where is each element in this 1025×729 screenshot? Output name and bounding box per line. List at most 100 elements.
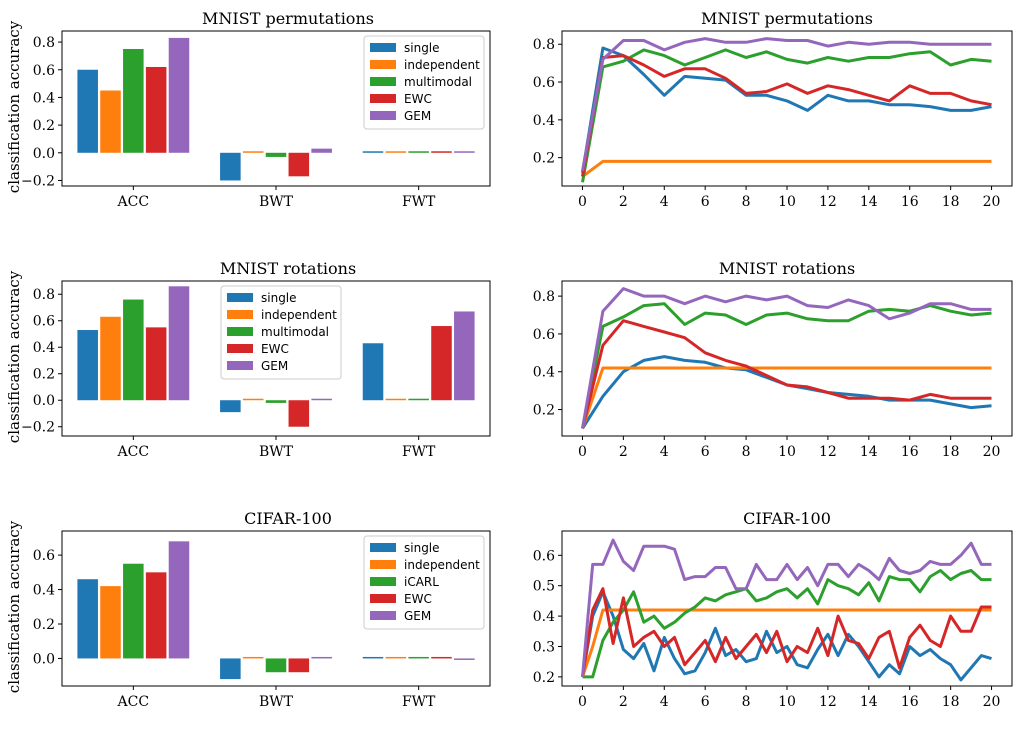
x-tick-label: ACC [117,694,150,710]
legend-label-single: single [404,41,440,55]
line-single [581,46,992,174]
x-tick-label: 4 [660,444,669,460]
line-ewc [581,54,992,177]
x-tick-label: 18 [942,194,960,210]
panel-mnist-rotations-bar: MNIST rotations classification accuracy … [5,259,491,460]
x-tick-label: 2 [619,194,628,210]
bar-ewc-bwt [288,400,310,427]
y-axis-label: classification accuracy [5,20,23,193]
bar-ewc-acc [145,572,167,659]
bar-independent-acc [100,586,121,659]
line-single [581,590,992,682]
legend-swatch-single [227,293,253,302]
bar-gem-acc [168,37,190,153]
line-gem [581,287,992,429]
x-tick-label: 20 [983,194,1001,210]
legend-swatch-independent [370,560,396,569]
legend-label-ewc: EWC [404,592,432,606]
legend-label-gem: GEM [404,109,431,123]
legend-swatch-icarl [370,577,396,586]
y-tick-label: 0.4 [533,609,555,625]
panel-title: CIFAR-100 [743,509,831,528]
x-tick-label: 8 [742,194,751,210]
bar-multimodal-bwt [265,152,287,157]
y-tick-label: 0.0 [33,651,55,667]
legend-label-icarl: iCARL [404,575,439,589]
x-tick-label: 12 [819,194,837,210]
bar-gem-acc [168,541,190,659]
bar-ewc-bwt [288,658,310,673]
legend-swatch-multimodal [370,77,396,86]
x-tick-label: BWT [259,194,294,210]
x-tick-label: 16 [901,444,919,460]
x-tick-label: 18 [942,444,960,460]
x-tick-label: 14 [860,694,878,710]
legend-swatch-ewc [227,344,253,353]
bar-independent-fwt [385,151,407,153]
x-tick-label: 2 [619,444,628,460]
x-tick-label: FWT [402,194,436,210]
x-tick-label: ACC [117,444,150,460]
y-tick-label: 0.6 [533,548,555,564]
x-tick-label: 14 [860,444,878,460]
panel-mnist-permutations-line: MNIST permutations 0.2 0.4 0.6 0.8 0 2 4 6 8 10 12… [533,9,1013,210]
line-ewc [581,587,992,678]
y-tick-label: −0.2 [21,420,55,436]
bar-gem-bwt [311,656,332,659]
bar-single-acc [77,579,98,659]
legend-swatch-single [370,43,396,52]
line-independent [581,366,992,429]
bar-icarl-fwt [408,656,429,659]
x-tick-label: 12 [819,444,837,460]
panel-cifar100-line: CIFAR-100 0.2 0.3 0.4 0.5 0.6 0 2 4 6 8 10 12 14 16 18… [533,509,1013,710]
panel-title: MNIST permutations [202,9,374,28]
x-tick-label: 8 [742,694,751,710]
y-tick-label: 0.8 [33,287,55,303]
bar-independent-bwt [242,398,264,401]
legend-swatch-independent [227,310,253,319]
bar-icarl-acc [123,563,144,659]
bar-independent-fwt [385,656,407,659]
y-tick-label: 0.5 [533,579,555,595]
legend-swatch-gem [370,111,396,120]
x-tick-label: 10 [778,694,796,710]
line-multimodal [581,302,992,429]
y-tick-label: 0.6 [533,327,555,343]
bar-ewc-fwt [431,656,452,659]
y-tick-label: 0.2 [33,118,55,134]
y-tick-label: 0.8 [533,289,555,305]
panel-mnist-rotations-line: MNIST rotations 0.2 0.4 0.6 0.8 0 2 4 6 8 10 12 14 1… [533,259,1013,460]
x-tick-label: 4 [660,694,669,710]
y-tick-label: 0.4 [533,113,555,129]
x-tick-label: 18 [942,694,960,710]
x-tick-label: 16 [901,194,919,210]
legend-label-ewc: EWC [261,342,289,356]
bar-icarl-bwt [265,658,287,673]
legend-label-gem: GEM [261,359,288,373]
x-tick-label: 4 [660,194,669,210]
legend-label-multimodal: multimodal [404,75,472,89]
panel-title: MNIST permutations [701,9,873,28]
bar-multimodal-acc [123,299,144,401]
y-tick-label: 0.2 [33,617,55,633]
bar-single-fwt [362,656,384,659]
bar-single-acc [77,69,98,153]
bar-single-bwt [220,658,241,680]
line-gem [581,538,992,678]
x-tick-label: 0 [578,444,587,460]
legend-swatch-ewc [370,594,396,603]
x-tick-label: 0 [578,194,587,210]
x-tick-label: 10 [778,194,796,210]
legend-swatch-gem [227,361,253,370]
x-tick-label: BWT [259,694,294,710]
legend-label-single: single [404,541,440,555]
y-tick-label: 0.4 [33,583,55,599]
bar-ewc-bwt [288,152,310,177]
legend-label-multimodal: multimodal [261,325,329,339]
bar-multimodal-fwt [408,151,429,153]
bar-multimodal-bwt [265,400,287,403]
bar-independent-acc [100,90,121,153]
y-tick-label: 0.4 [33,340,55,356]
y-tick-label: 0.8 [533,37,555,53]
